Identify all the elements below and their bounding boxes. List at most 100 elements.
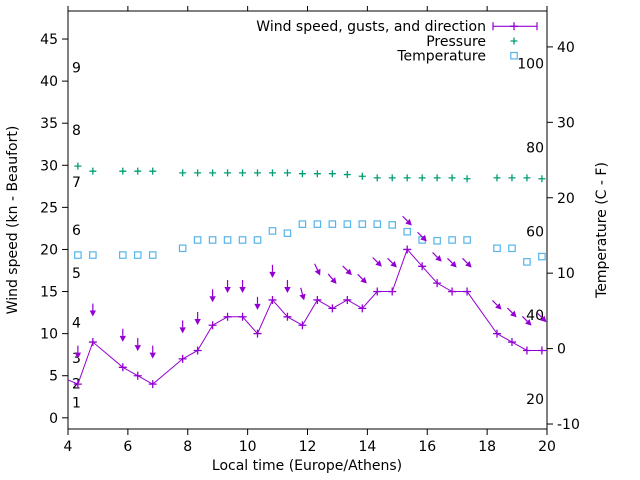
gust-arrow-shaft [506, 307, 513, 314]
temperature-point [328, 220, 337, 228]
gust-arrow-shaft [357, 273, 364, 280]
wind-speed-point [238, 312, 247, 321]
y-tick-label: 15 [40, 285, 58, 301]
gust-arrow-head [390, 261, 397, 268]
gust-arrow-shaft [314, 263, 319, 271]
pressure-point [298, 170, 306, 178]
pressure-point [224, 169, 232, 177]
gust-arrow-shaft [536, 312, 543, 319]
x-tick-label: 18 [478, 439, 496, 455]
pressure-point [433, 174, 441, 182]
wind-speed-line [67, 248, 547, 385]
gust-arrow-shaft [491, 299, 498, 306]
gust-arrow-shaft [521, 315, 528, 322]
y2-tick-label: 0 [557, 342, 566, 358]
wind-speed-point [388, 287, 397, 296]
pressure-point [493, 174, 501, 182]
x-tick-label: 4 [64, 439, 73, 455]
y-axis-label: Wind speed (kn - Beaufort) [5, 126, 21, 315]
temperature-point [493, 244, 501, 253]
temperature-point [358, 220, 367, 228]
pressure-point [358, 172, 366, 180]
y-tick-label: 30 [40, 158, 58, 174]
x-tick-label: 10 [239, 439, 257, 455]
gust-arrow-head [360, 277, 367, 284]
gust-arrow-head [149, 352, 156, 359]
beaufort-scale-label: 5 [72, 266, 81, 282]
x-tick-label: 14 [358, 439, 376, 455]
pressure-point [179, 169, 187, 177]
wind-speed-point [418, 262, 427, 271]
gust-arrow-shaft [372, 257, 379, 263]
legend-wind-marker [510, 22, 518, 31]
wind-speed-point [283, 312, 292, 321]
temperature-point [538, 252, 546, 261]
y-tick-label: 35 [40, 116, 58, 132]
pressure-point [523, 174, 531, 182]
gust-arrow-head [375, 260, 382, 267]
x-tick-label: 12 [299, 439, 317, 455]
temperature-point [508, 244, 516, 253]
fahrenheit-scale-label: 40 [526, 308, 544, 324]
pressure-point [373, 174, 381, 182]
temperature-point [523, 258, 531, 266]
wind-speed-point [343, 295, 352, 304]
pressure-point [74, 162, 82, 170]
temperature-point [133, 251, 142, 259]
temperature-point [373, 220, 382, 228]
gust-arrow-shaft [300, 287, 304, 295]
wind-speed-point [537, 346, 546, 355]
wind-speed-point [253, 329, 262, 338]
gust-arrow-head [510, 310, 517, 318]
gust-arrow-head [239, 287, 246, 293]
pressure-point [89, 167, 97, 175]
y-tick-label: 20 [40, 242, 58, 258]
pressure-point [268, 169, 276, 177]
beaufort-scale-label: 8 [72, 123, 81, 139]
wind-speed-point [507, 338, 516, 347]
pressure-point [134, 167, 142, 175]
y-tick-label: 45 [40, 32, 58, 48]
wind-speed-point [448, 287, 457, 296]
gust-arrow-head [224, 287, 231, 293]
gust-arrow-head [179, 327, 186, 334]
wind-speed-point [313, 295, 322, 304]
pressure-point [239, 169, 247, 177]
gust-arrow-head [435, 255, 442, 262]
temperature-point [343, 220, 352, 228]
y2-tick-label: 30 [557, 115, 575, 131]
fahrenheit-scale-label: 100 [517, 57, 544, 73]
gust-arrow-shaft [402, 215, 408, 222]
beaufort-scale-label: 9 [72, 61, 81, 77]
wind-speed-point [328, 304, 337, 313]
temperature-point [208, 236, 217, 244]
beaufort-scale-label: 6 [72, 223, 81, 239]
temperature-point [74, 251, 82, 259]
pressure-point [209, 169, 217, 177]
fahrenheit-scale-label: 80 [526, 140, 544, 156]
temperature-point [283, 229, 292, 238]
x-tick-label: 8 [183, 439, 192, 455]
pressure-point [194, 169, 202, 177]
wind-speed-point [133, 371, 142, 380]
gust-arrow-head [420, 234, 427, 242]
fahrenheit-scale-label: 20 [526, 392, 544, 408]
legend-label-wind: Wind speed, gusts, and direction [256, 19, 486, 35]
gust-arrow-head [284, 287, 291, 293]
y2-axis-label: Temperature (C - F) [594, 162, 610, 299]
pressure-point [538, 175, 546, 183]
gust-arrow-shaft [447, 257, 453, 264]
temperature-point [178, 244, 187, 253]
pressure-point [328, 170, 336, 178]
gust-arrow-shaft [342, 265, 349, 272]
beaufort-scale-label: 7 [72, 175, 81, 191]
wind-speed-point [433, 279, 442, 288]
temperature-point [253, 236, 262, 244]
wind-speed-point [193, 346, 202, 355]
pressure-point [343, 171, 351, 179]
wind-speed-point [298, 321, 307, 330]
gust-arrow-head [450, 261, 457, 268]
gust-arrow-shaft [432, 252, 438, 258]
beaufort-scale-label: 3 [72, 351, 81, 367]
y-tick-label: 5 [49, 369, 58, 385]
